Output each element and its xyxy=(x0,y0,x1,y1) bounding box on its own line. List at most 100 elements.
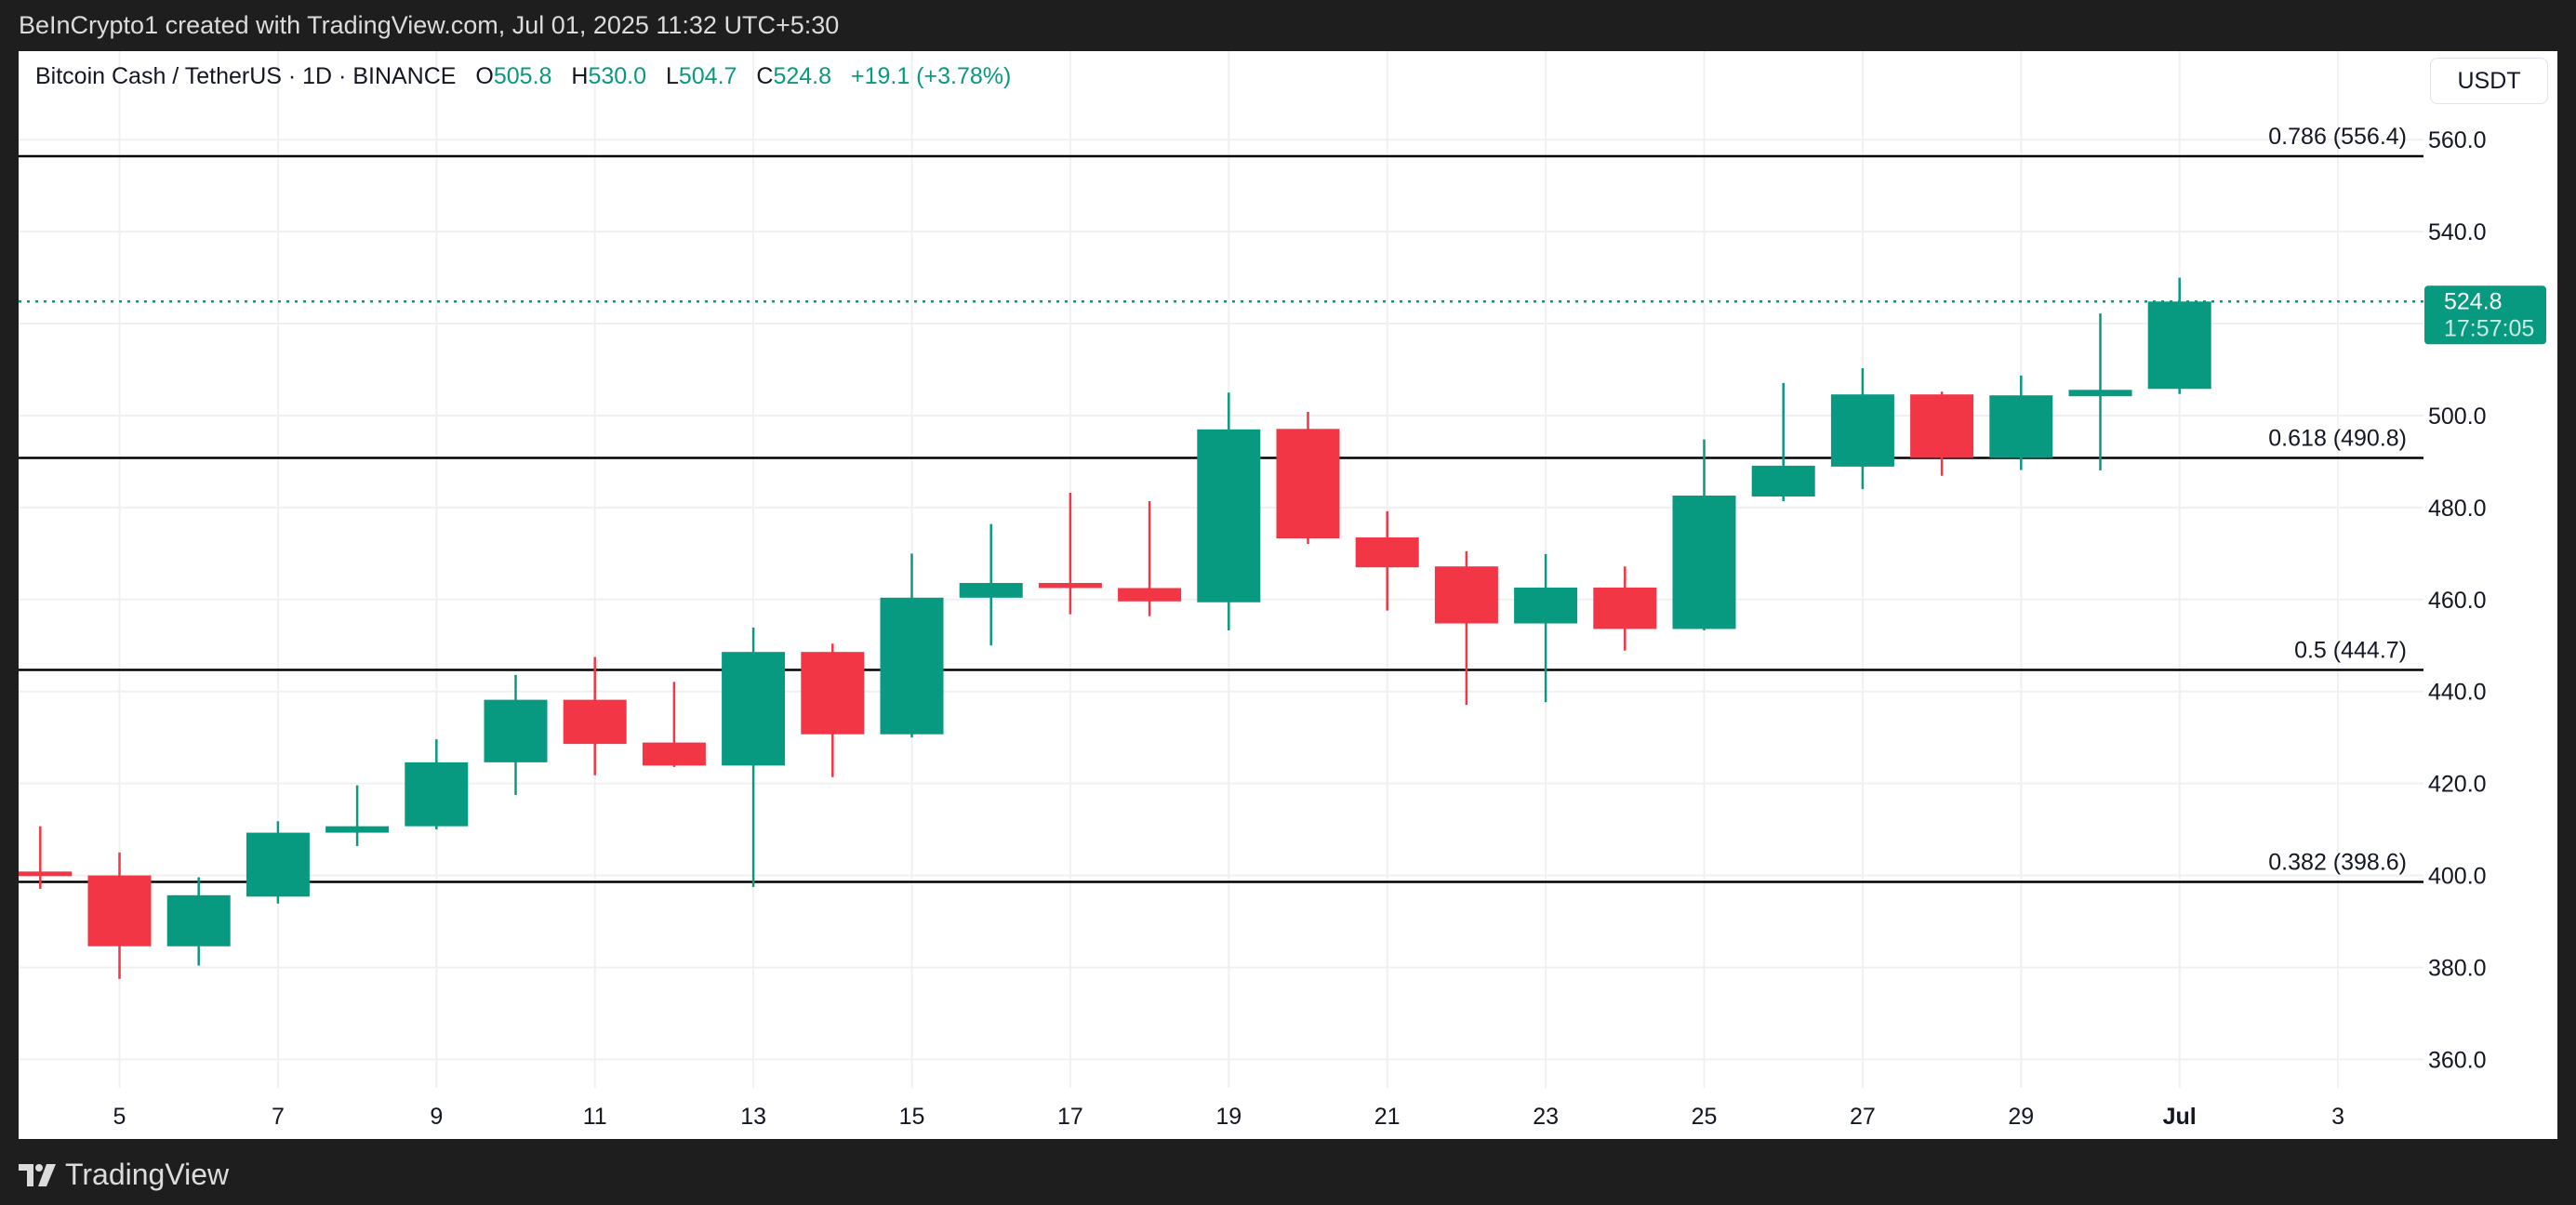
candle-body xyxy=(563,699,627,745)
candle-body xyxy=(1197,429,1261,602)
y-tick-label: 420.0 xyxy=(2428,772,2487,798)
candle[interactable] xyxy=(19,826,73,889)
tradingview-logo-icon xyxy=(19,1163,56,1186)
x-tick-label: 13 xyxy=(740,1104,766,1130)
candle-body xyxy=(1830,394,1894,467)
candle[interactable] xyxy=(87,852,152,979)
candle-body xyxy=(1355,537,1419,568)
last-price-value: 524.8 xyxy=(2444,288,2503,314)
tradingview-brand: TradingView xyxy=(19,1158,229,1192)
candle[interactable] xyxy=(1118,500,1182,616)
candle-body xyxy=(325,826,390,833)
y-tick-label: 460.0 xyxy=(2428,588,2487,614)
low-label: L xyxy=(665,63,679,89)
candle[interactable] xyxy=(880,553,944,738)
candle-body xyxy=(19,871,73,877)
x-tick-label: 27 xyxy=(1850,1104,1876,1130)
candle[interactable] xyxy=(959,523,1023,646)
candle[interactable] xyxy=(1672,439,1736,630)
x-tick-label: 29 xyxy=(2008,1104,2034,1130)
candle-body xyxy=(1276,429,1340,539)
candle[interactable] xyxy=(1910,391,1974,476)
x-tick-label: 19 xyxy=(1215,1104,1242,1130)
candle-body xyxy=(2147,301,2211,390)
candle-body xyxy=(1910,394,1974,458)
candle-body xyxy=(880,597,944,735)
close-value: 524.8 xyxy=(773,63,832,89)
last-price-label: 524.8 17:57:05 xyxy=(2424,285,2546,345)
candle[interactable] xyxy=(325,785,390,846)
candle[interactable] xyxy=(1830,368,1894,490)
high-label: H xyxy=(571,63,589,89)
x-tick-label: 9 xyxy=(430,1104,443,1130)
candle-body xyxy=(642,742,706,766)
candle[interactable] xyxy=(405,739,469,830)
x-tick-label: 5 xyxy=(113,1104,126,1130)
candle-body xyxy=(1118,588,1182,602)
fib-level-label: 0.5 (444.7) xyxy=(2294,637,2407,663)
high-value: 530.0 xyxy=(588,63,647,89)
candle[interactable] xyxy=(246,821,310,904)
candle[interactable] xyxy=(1355,510,1419,611)
fib-level-label: 0.786 (556.4) xyxy=(2268,124,2407,150)
candle[interactable] xyxy=(2147,277,2211,394)
time-axis: 5 7 9 11 13 15 17 19 21 23 25 27 29 Jul 3 xyxy=(113,1104,2345,1130)
candle-body xyxy=(405,761,469,827)
candle[interactable] xyxy=(484,674,548,796)
x-tick-label: 3 xyxy=(2331,1104,2344,1130)
x-tick-label: 25 xyxy=(1692,1104,1718,1130)
candle-body xyxy=(484,699,548,762)
x-tick-label: 15 xyxy=(899,1104,925,1130)
candle[interactable] xyxy=(1514,553,1578,703)
low-value: 504.7 xyxy=(678,63,737,89)
candle[interactable] xyxy=(1038,493,1102,615)
candle[interactable] xyxy=(722,627,786,887)
price-axis: 560.0 540.0 500.0 480.0 460.0 440.0 420.0 400.0… xyxy=(2428,127,2487,1073)
y-tick-label: 400.0 xyxy=(2428,864,2487,890)
candles xyxy=(19,277,2211,979)
candle-body xyxy=(1751,465,1815,497)
candle-body xyxy=(1038,582,1102,589)
candle[interactable] xyxy=(2068,313,2132,470)
candle[interactable] xyxy=(642,682,706,767)
candle-body xyxy=(1434,566,1498,624)
x-tick-label: Jul xyxy=(2163,1104,2197,1130)
x-tick-label: 11 xyxy=(583,1104,607,1130)
currency-button[interactable]: USDT xyxy=(2430,58,2548,104)
y-tick-label: 480.0 xyxy=(2428,496,2487,522)
x-tick-label: 23 xyxy=(1533,1104,1559,1130)
candle-body xyxy=(1989,395,2053,458)
candle-body xyxy=(1593,587,1657,629)
candle[interactable] xyxy=(1989,375,2053,470)
candle[interactable] xyxy=(1197,392,1261,630)
candle-body xyxy=(166,894,231,947)
candle[interactable] xyxy=(801,643,865,777)
symbol-legend: Bitcoin Cash / TetherUS · 1D · BINANCE O… xyxy=(35,63,1011,90)
candle-body xyxy=(2068,390,2132,397)
y-tick-label: 500.0 xyxy=(2428,404,2487,430)
candle[interactable] xyxy=(563,656,627,775)
candle-body xyxy=(722,652,786,766)
symbol-title[interactable]: Bitcoin Cash / TetherUS · 1D · BINANCE xyxy=(35,63,457,89)
change-value: +19.1 (+3.78%) xyxy=(850,63,1012,89)
y-tick-label: 440.0 xyxy=(2428,680,2487,706)
fib-level-label: 0.618 (490.8) xyxy=(2268,425,2407,451)
fib-level-label: 0.382 (398.6) xyxy=(2268,849,2407,875)
x-tick-label: 7 xyxy=(272,1104,285,1130)
y-tick-label: 540.0 xyxy=(2428,219,2487,245)
candle[interactable] xyxy=(1593,566,1657,651)
candle[interactable] xyxy=(1434,550,1498,706)
candle[interactable] xyxy=(1276,412,1340,544)
brand-name: TradingView xyxy=(65,1158,230,1191)
candle-body xyxy=(801,652,865,735)
candle-body xyxy=(1672,496,1736,629)
candle[interactable] xyxy=(1751,382,1815,501)
bar-countdown: 17:57:05 xyxy=(2444,315,2534,341)
open-value: 505.8 xyxy=(493,63,552,89)
x-tick-label: 17 xyxy=(1057,1104,1083,1130)
candle[interactable] xyxy=(166,877,231,966)
open-label: O xyxy=(475,63,494,89)
chart-attribution: BeInCrypto1 created with TradingView.com… xyxy=(19,11,840,39)
candle-body xyxy=(959,582,1023,598)
